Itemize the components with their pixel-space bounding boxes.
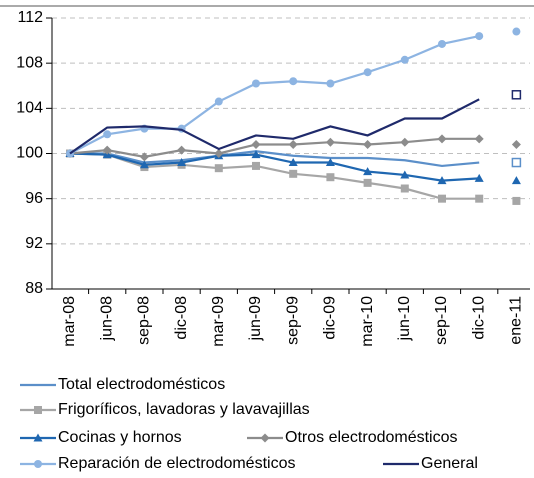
marker	[437, 134, 447, 144]
marker	[437, 176, 447, 185]
marker	[363, 178, 372, 187]
series-line	[69, 152, 480, 200]
marker	[139, 152, 149, 162]
marker	[214, 149, 224, 158]
marker	[139, 160, 149, 169]
marker	[438, 194, 446, 203]
marker	[326, 173, 335, 182]
x-tick-label: jun-09	[247, 296, 264, 342]
marker	[511, 176, 521, 185]
marker	[400, 137, 410, 147]
legend-label: Reparación de electrodomésticos	[58, 455, 295, 472]
series-line	[69, 34, 480, 155]
legend-label: Otros electrodomésticos	[285, 429, 458, 446]
y-tick-label: 92	[25, 235, 43, 252]
marker	[511, 157, 522, 168]
marker	[512, 27, 521, 36]
marker	[326, 79, 335, 88]
marker	[251, 139, 261, 149]
series-line	[70, 150, 480, 168]
marker	[289, 77, 298, 86]
marker	[438, 39, 446, 48]
marker	[512, 196, 521, 205]
marker	[252, 161, 260, 170]
marker	[289, 169, 298, 178]
marker	[260, 433, 270, 443]
x-tick-label: sep-09	[284, 296, 301, 345]
marker	[33, 433, 43, 442]
marker	[34, 406, 42, 414]
x-tick-label: mar-09	[210, 296, 227, 347]
marker	[474, 134, 484, 144]
x-tick-label: sep-08	[136, 296, 153, 345]
series-line	[69, 137, 480, 159]
marker	[474, 173, 484, 182]
marker	[511, 90, 522, 100]
x-tick-label: dic-09	[322, 296, 339, 340]
marker	[288, 158, 298, 167]
marker	[363, 167, 373, 176]
marker	[102, 145, 112, 155]
x-tick-label: sep-10	[433, 296, 450, 345]
marker	[475, 32, 484, 41]
marker	[251, 150, 261, 159]
marker	[363, 68, 372, 77]
marker	[288, 139, 298, 149]
y-tick-label: 88	[25, 280, 43, 297]
y-tick-label: 108	[16, 54, 43, 71]
marker	[177, 145, 187, 155]
marker	[325, 137, 335, 147]
series-line	[69, 152, 480, 182]
legend-label: Cocinas y hornos	[58, 429, 182, 446]
x-tick-label: dic-10	[470, 296, 487, 340]
x-tick-label: ene-11	[508, 296, 525, 345]
y-tick-label: 112	[17, 9, 43, 26]
x-tick-label: mar-10	[359, 296, 376, 347]
marker	[400, 55, 409, 64]
marker	[103, 130, 112, 139]
x-tick-label: dic-08	[173, 296, 190, 340]
x-tick-label: jun-10	[396, 296, 413, 342]
marker	[400, 184, 409, 193]
y-tick-label: 96	[25, 190, 43, 207]
marker	[475, 194, 484, 203]
x-tick-label: jun-08	[98, 296, 115, 342]
marker	[177, 158, 187, 167]
y-tick-label: 100	[16, 145, 43, 162]
marker	[511, 139, 521, 149]
legend-label: Total electrodomésticos	[58, 376, 225, 393]
marker	[214, 164, 223, 173]
marker	[325, 158, 335, 167]
marker	[214, 97, 223, 106]
y-tick-label: 104	[16, 100, 43, 117]
marker	[400, 170, 410, 179]
marker	[363, 139, 373, 149]
series-line	[69, 98, 480, 155]
legend-label: Frigoríficos, lavadoras y lavavajillas	[58, 401, 310, 418]
x-tick-label: mar-08	[61, 296, 78, 347]
legend-label: General	[421, 455, 478, 472]
marker	[34, 460, 42, 468]
marker	[252, 79, 260, 88]
